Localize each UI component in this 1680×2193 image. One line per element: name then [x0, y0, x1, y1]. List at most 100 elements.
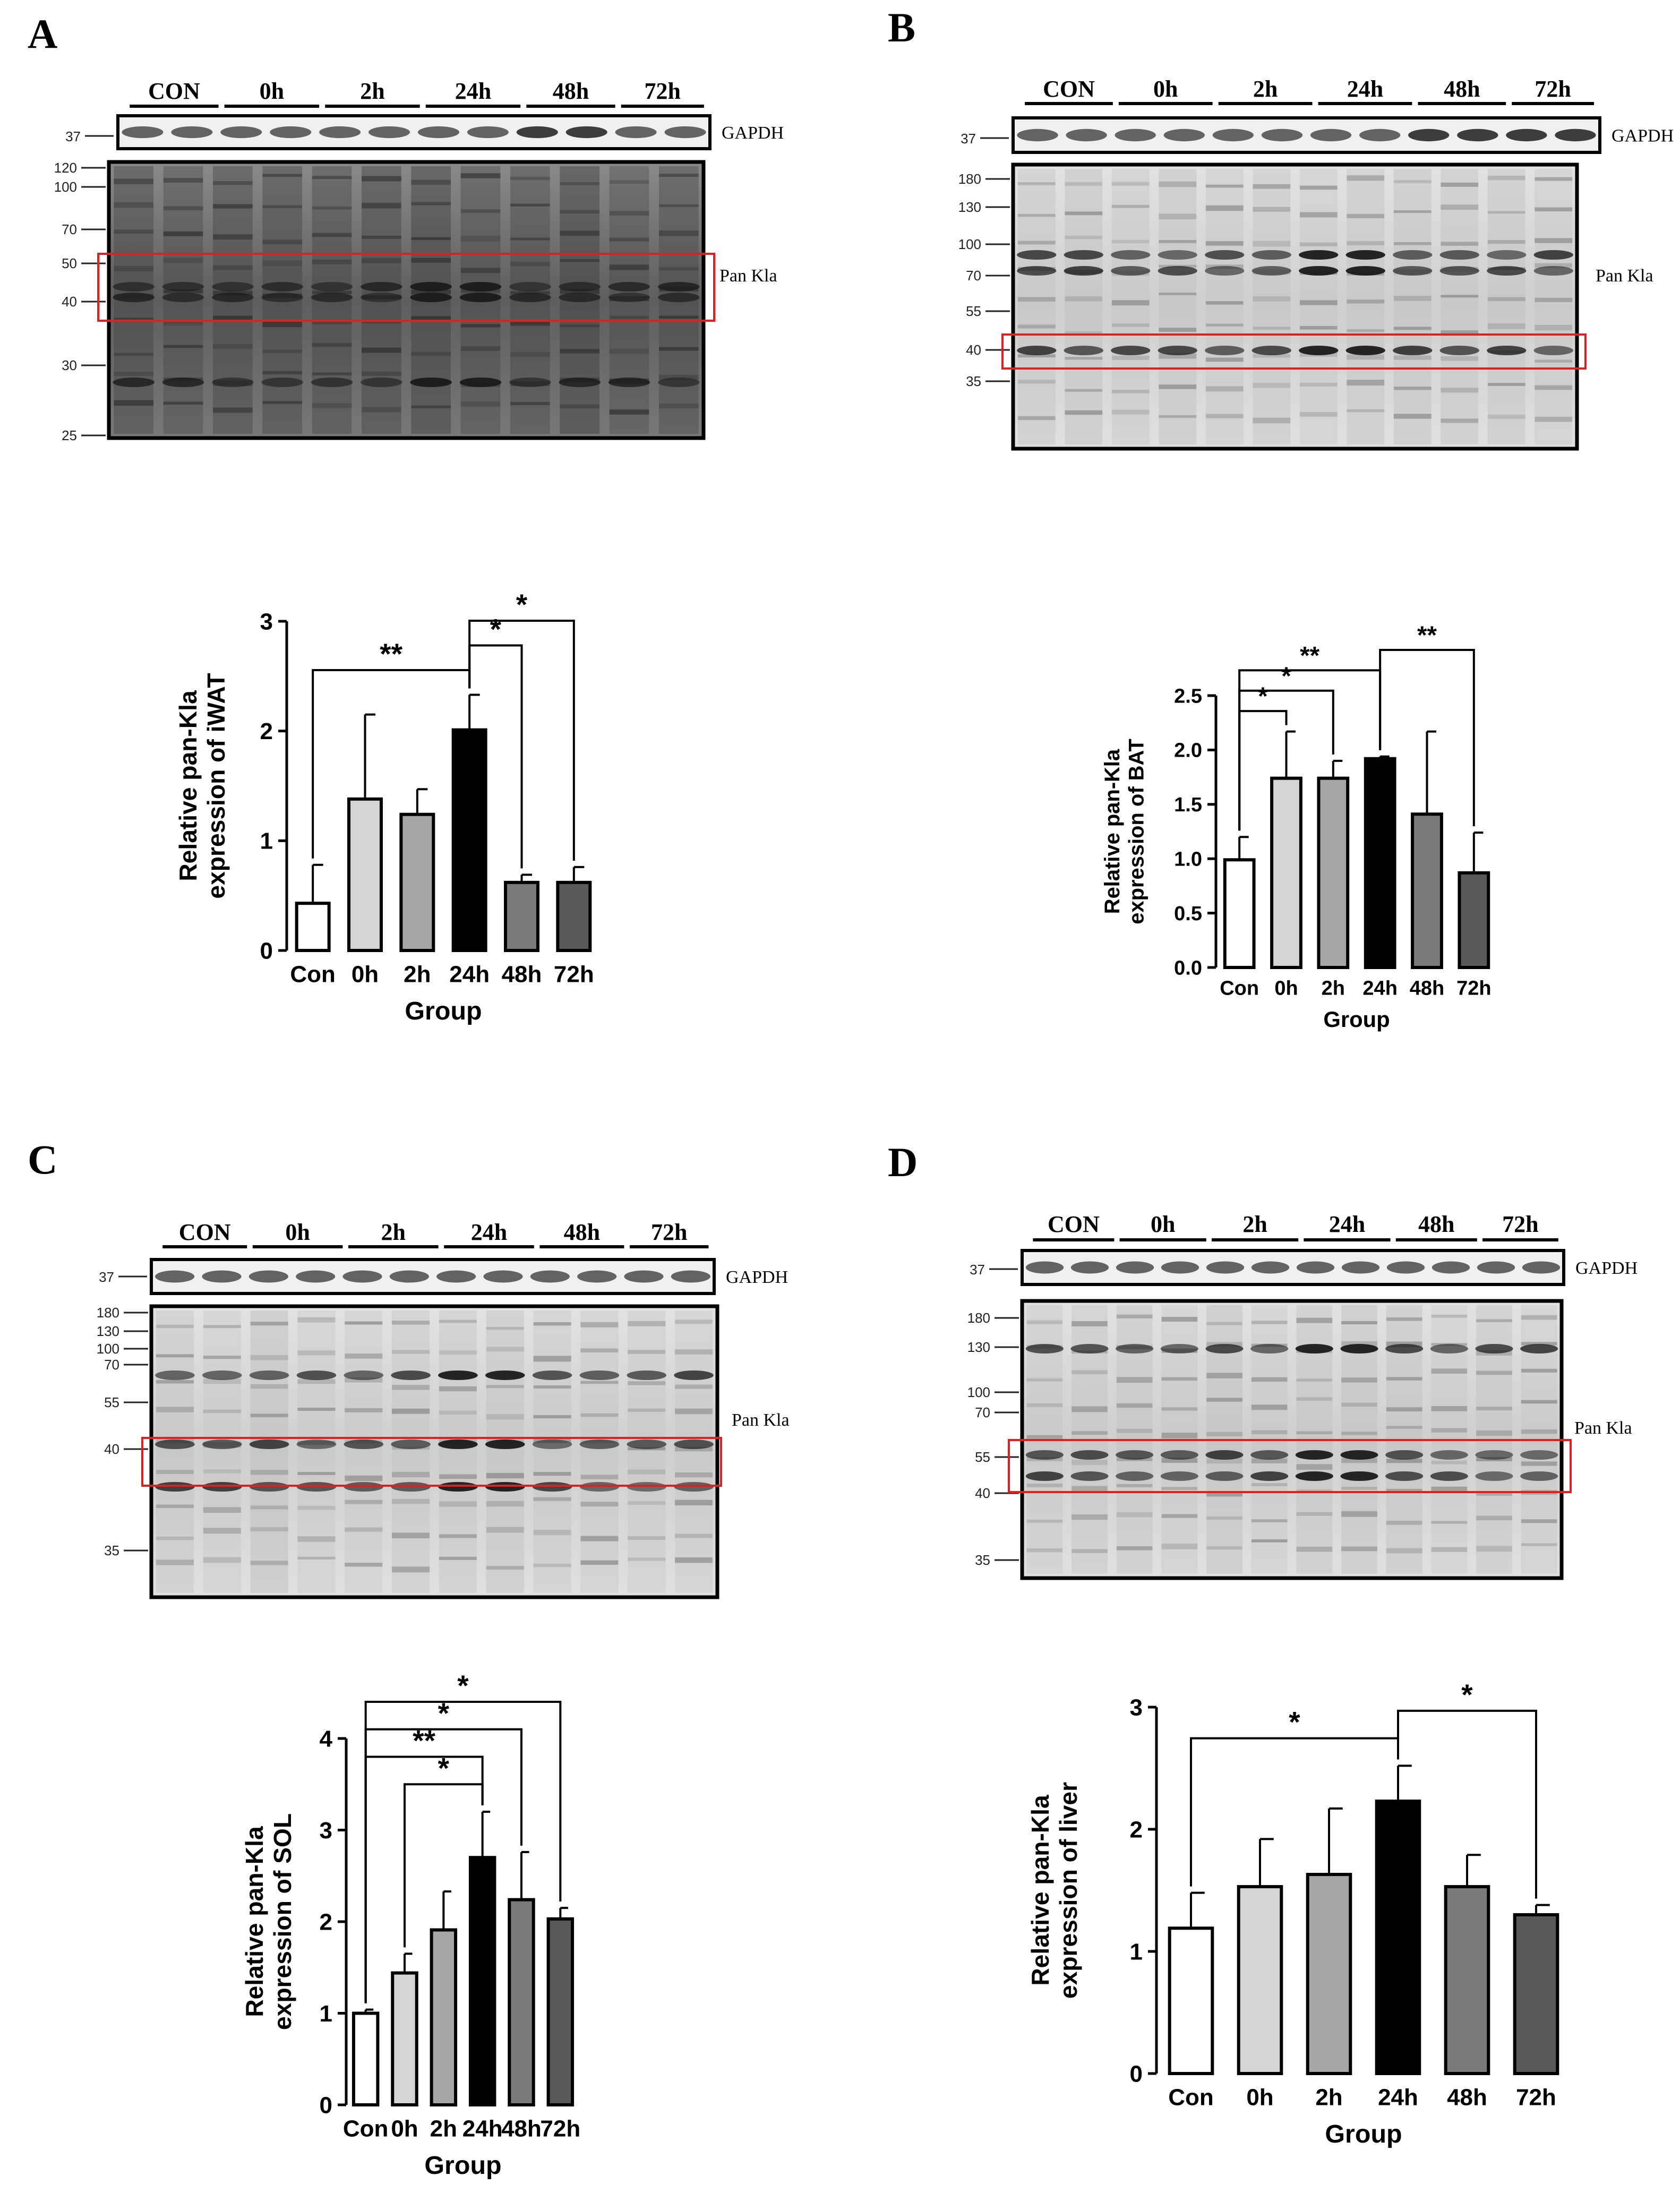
- lane-smear: [1065, 169, 1103, 444]
- blot-band: [1159, 213, 1197, 219]
- gapdh-band: [436, 1270, 476, 1283]
- mw-marker-label: 130: [967, 1339, 990, 1355]
- blot-band: [250, 1414, 288, 1417]
- x-tick-label: 48h: [1410, 977, 1444, 999]
- lane-smear: [439, 1310, 477, 1593]
- blot-band: [1072, 1370, 1108, 1374]
- blot-band: [1017, 214, 1056, 217]
- y-axis-title-line: expression of iWAT: [202, 673, 230, 898]
- blot-band: [1393, 296, 1432, 301]
- blot-band: [675, 1320, 713, 1324]
- gapdh-band: [122, 126, 164, 139]
- blot-band: [1160, 1450, 1198, 1460]
- pan-kla-blot: [149, 1304, 719, 1599]
- blot-band: [675, 1500, 713, 1506]
- blot-band: [579, 1370, 620, 1380]
- blot-band: [1253, 327, 1291, 330]
- y-tick-label: 2: [320, 1909, 332, 1935]
- significance-label: *: [438, 1697, 450, 1729]
- bar-72h: [556, 880, 592, 953]
- blot-band: [1520, 1471, 1558, 1481]
- blot-band: [362, 371, 401, 376]
- blot-band: [1017, 297, 1056, 302]
- blot-band: [1340, 1344, 1378, 1354]
- y-tick-label: 0: [1130, 2061, 1143, 2087]
- blot-band: [1161, 1317, 1198, 1322]
- blot-band: [262, 371, 302, 375]
- blot-band: [1116, 1546, 1153, 1550]
- blot-band: [1116, 1512, 1153, 1518]
- mw-marker-label: 100: [967, 1384, 990, 1400]
- blot-band: [1476, 1407, 1512, 1411]
- blot-band: [1533, 266, 1573, 276]
- blot-band: [1385, 1450, 1424, 1460]
- gapdh-band: [1408, 129, 1450, 142]
- blot-band: [1347, 354, 1385, 360]
- blot-band: [533, 1563, 571, 1567]
- bar-72h: [1513, 1913, 1559, 2075]
- blot-band: [1205, 323, 1244, 327]
- x-tick-label: 72h: [1456, 977, 1491, 999]
- blot-band: [250, 1561, 288, 1565]
- significance-bracket: [1397, 1709, 1537, 1899]
- blot-band: [1299, 242, 1338, 246]
- blot-band: [250, 1505, 288, 1510]
- blot-band: [438, 1370, 478, 1380]
- blot-band: [250, 1527, 288, 1532]
- blot-band: [203, 1507, 241, 1513]
- lane-smear: [1487, 169, 1525, 444]
- y-axis-title: Relative pan-Klaexpression of BAT: [1101, 739, 1148, 924]
- blot-band: [1487, 211, 1525, 214]
- blot-band: [658, 282, 700, 292]
- blot-band: [1347, 299, 1385, 304]
- blot-band: [1535, 177, 1573, 181]
- blot-band: [486, 1414, 524, 1420]
- mw-marker-label: 40: [975, 1485, 990, 1501]
- blot-band: [410, 282, 452, 292]
- x-tick-label: 72h: [1516, 2084, 1556, 2110]
- blot-band: [509, 378, 551, 387]
- blot-band: [560, 182, 599, 185]
- blot-band: [345, 1475, 383, 1481]
- lane-smear: [250, 1310, 288, 1593]
- blot-band: [261, 293, 303, 302]
- blot-band: [1299, 325, 1338, 330]
- gapdh-band: [1017, 129, 1058, 142]
- blot-band: [1296, 1317, 1333, 1323]
- blot-band: [1116, 1484, 1153, 1487]
- blot-band: [658, 293, 700, 302]
- blot-band: [580, 1348, 619, 1352]
- y-axis-title: Relative pan-Klaexpression of iWAT: [174, 673, 230, 898]
- blot-band: [1250, 1450, 1289, 1460]
- significance-bracket: [364, 1755, 484, 2003]
- blot-band: [1161, 1487, 1198, 1490]
- blot-band: [628, 1321, 666, 1326]
- blot-band: [1206, 1492, 1242, 1497]
- blot-band: [1072, 1406, 1108, 1412]
- bar-24h: [1375, 1800, 1421, 2076]
- blot-band: [1347, 380, 1385, 386]
- bar-0h: [1270, 776, 1302, 969]
- blot-band: [114, 229, 153, 234]
- blot-band: [162, 293, 204, 302]
- blot-band: [1111, 182, 1150, 186]
- blot-band: [1026, 1320, 1063, 1324]
- blot-band: [1070, 1450, 1109, 1460]
- y-axis-title-line: Relative pan-Kla: [1101, 749, 1124, 914]
- blot-band: [1386, 1488, 1422, 1492]
- blot-band: [1026, 1519, 1063, 1523]
- blot-band: [459, 282, 502, 292]
- blot-band: [1161, 1458, 1198, 1463]
- blot-band: [1026, 1403, 1063, 1408]
- blot-band: [659, 315, 699, 319]
- blot-band: [459, 378, 502, 387]
- blot-band: [1065, 211, 1103, 216]
- blot-band: [362, 347, 401, 353]
- blot-band: [460, 401, 501, 407]
- lane-group-label: 24h: [1329, 1211, 1365, 1237]
- y-tick-label: 1.0: [1174, 849, 1202, 871]
- blot-band: [1025, 1471, 1064, 1481]
- blot-band: [510, 352, 550, 357]
- x-tick-label: Con: [290, 961, 336, 987]
- blot-band: [1251, 1458, 1288, 1463]
